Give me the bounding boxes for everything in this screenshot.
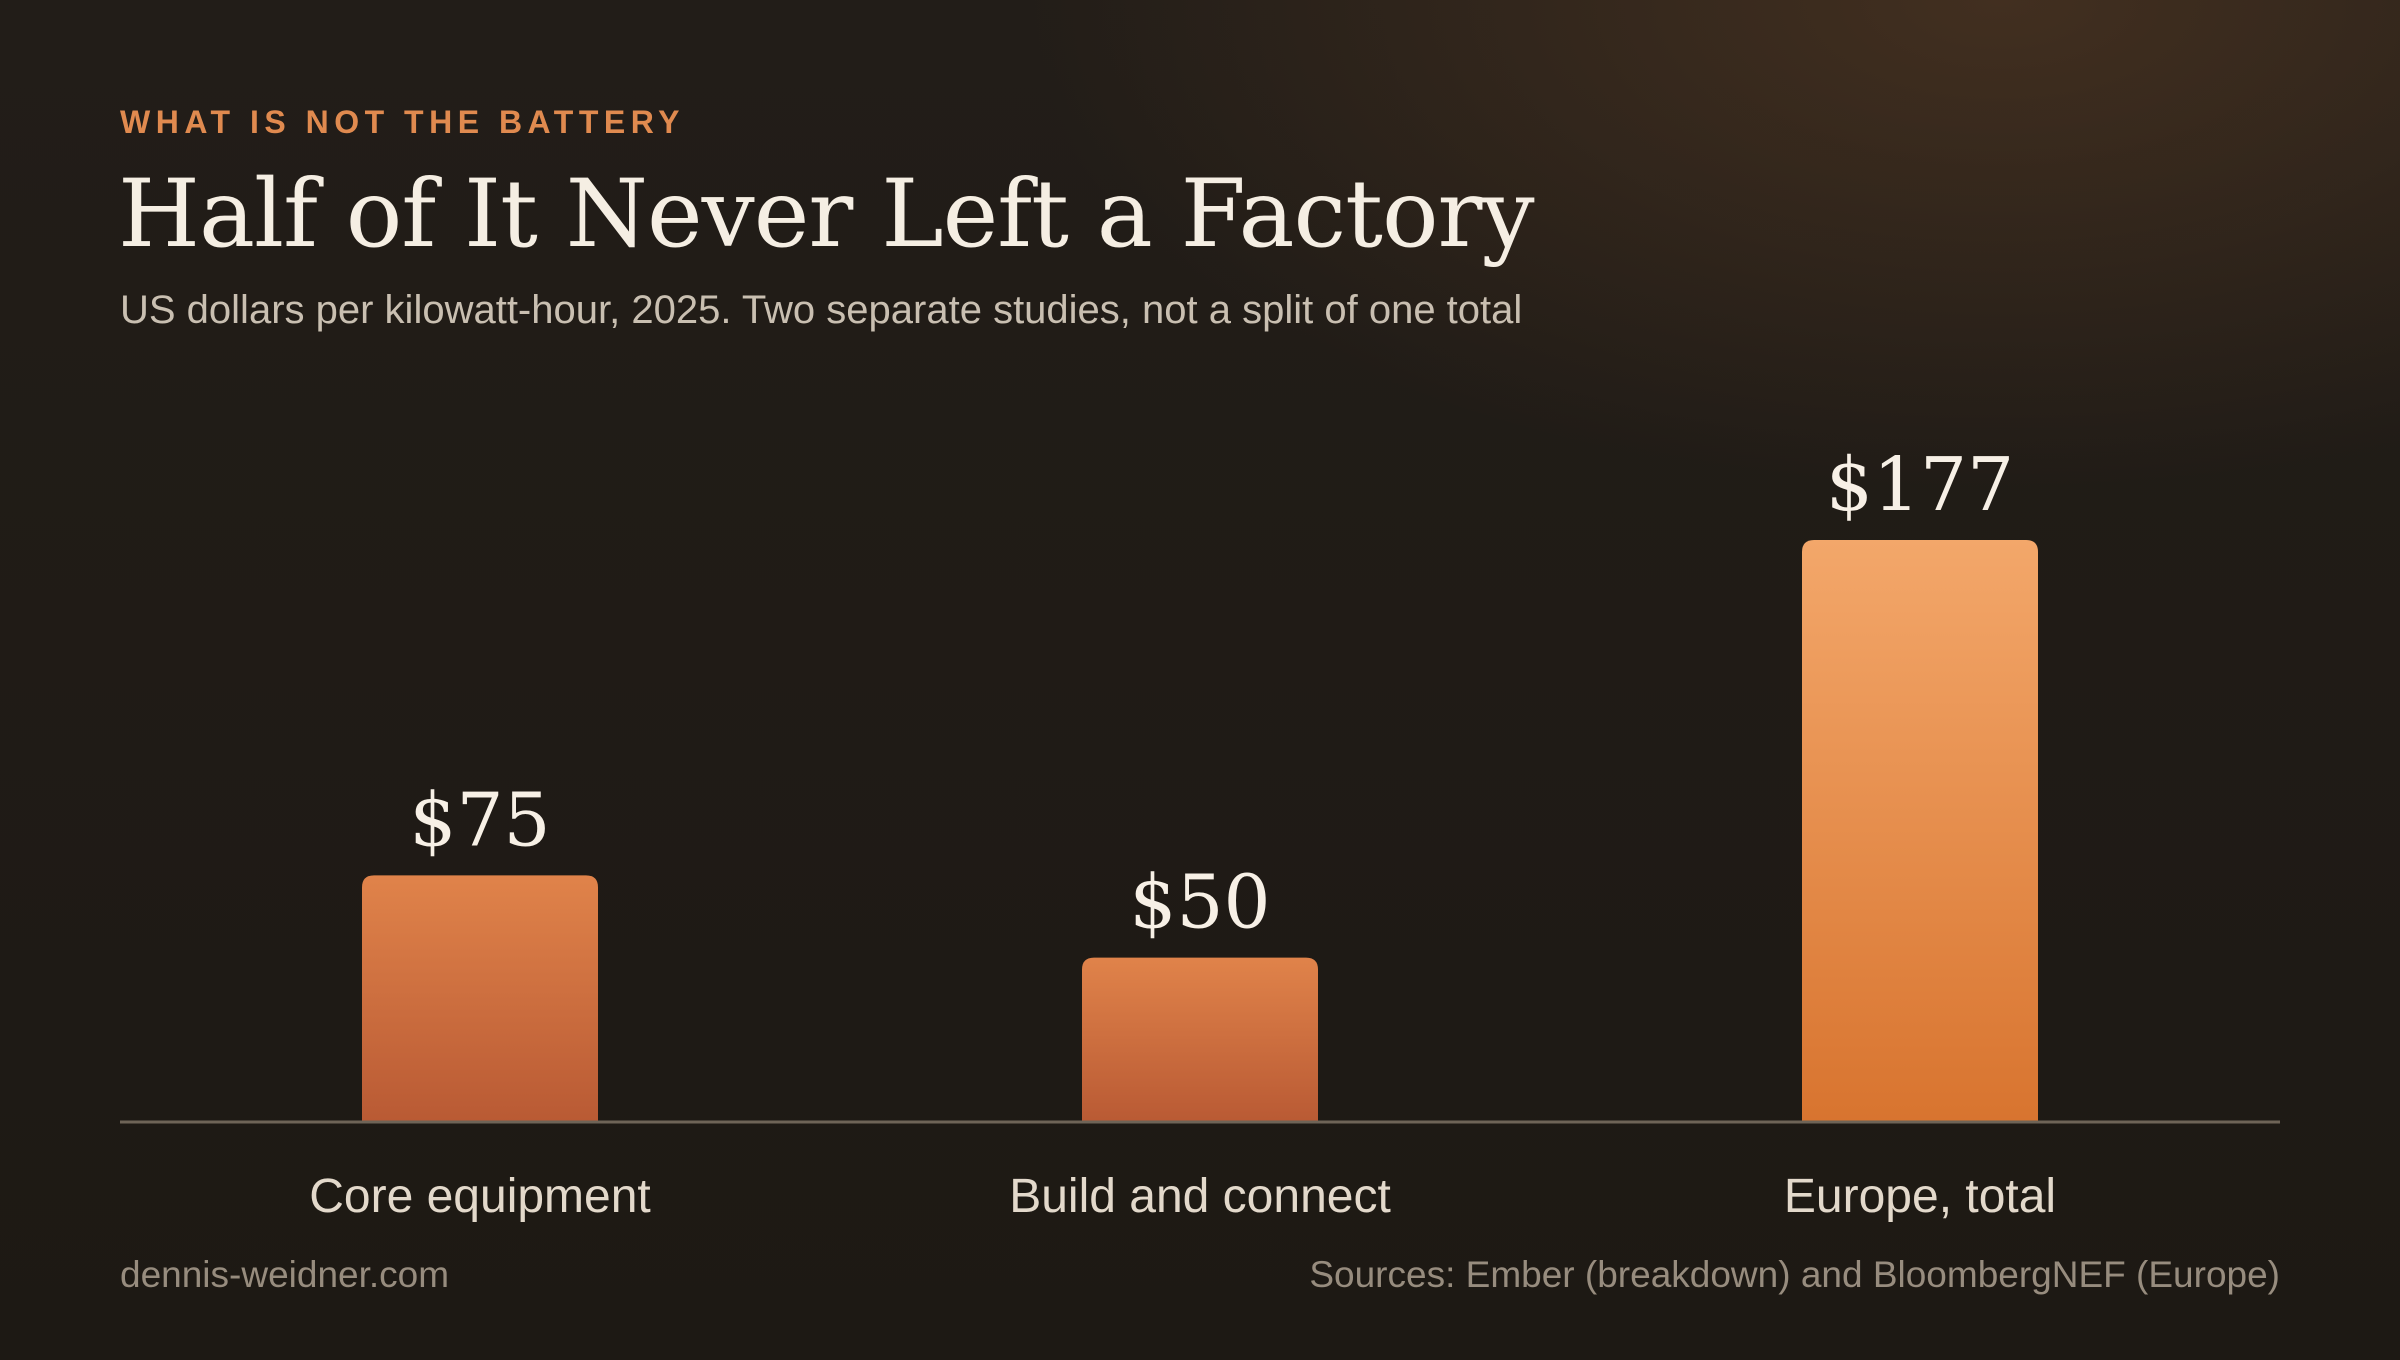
chart-subtitle: US dollars per kilowatt-hour, 2025. Two … <box>120 288 1523 332</box>
value-label-2: $177 <box>1826 442 2014 528</box>
category-label-2: Europe, total <box>1784 1170 2056 1223</box>
chart-title: Half of It Never Left a Factory <box>118 160 1535 269</box>
chart-eyebrow: WHAT IS NOT THE BATTERY <box>120 104 685 140</box>
value-label-0: $75 <box>409 777 550 863</box>
sources-note: Sources: Ember (breakdown) and Bloomberg… <box>1309 1254 2280 1295</box>
bar-0 <box>362 875 598 1122</box>
category-label-1: Build and connect <box>1009 1170 1391 1223</box>
bar-2 <box>1802 540 2038 1122</box>
category-label-0: Core equipment <box>309 1170 651 1223</box>
bar-1 <box>1082 957 1318 1122</box>
value-label-1: $50 <box>1129 860 1270 946</box>
site-credit: dennis-weidner.com <box>120 1254 450 1295</box>
